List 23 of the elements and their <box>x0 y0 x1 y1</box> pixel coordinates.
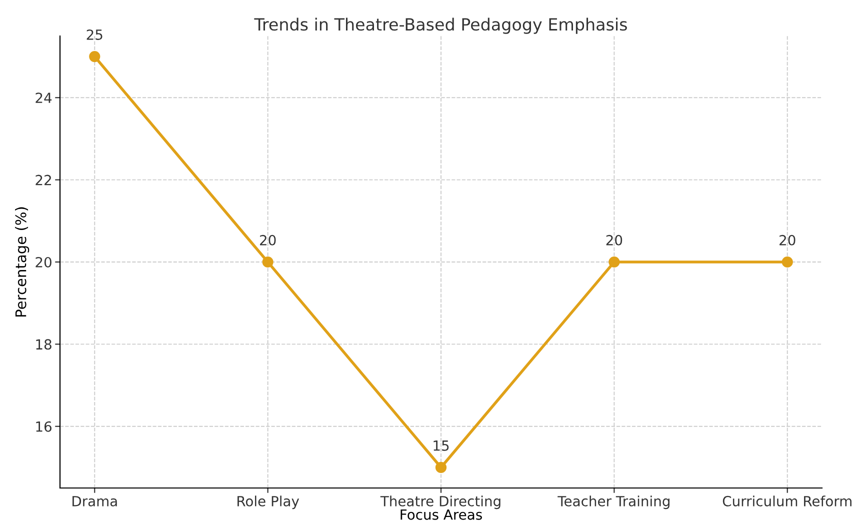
y-tick-label: 24 <box>36 92 52 103</box>
y-axis-title: Percentage (%) <box>15 207 30 317</box>
x-axis-title: Focus Areas <box>400 510 482 520</box>
data-label: 25 <box>86 29 102 40</box>
point <box>435 462 447 474</box>
point <box>89 50 100 62</box>
x-tick-label: Teacher Training <box>558 496 670 510</box>
y-tick-label: 20 <box>36 256 52 268</box>
chart-title: Trends in Theatre-Based Pedagogy Emphasis <box>254 18 627 34</box>
data-label: 15 <box>434 440 449 451</box>
data-label: 20 <box>260 234 276 246</box>
point <box>782 256 793 268</box>
data-label: 20 <box>780 234 796 246</box>
point <box>608 256 620 268</box>
y-tick-label: 22 <box>36 174 51 186</box>
x-tick-label: Role Play <box>238 496 300 510</box>
x-tick-label: Drama <box>72 496 117 506</box>
y-tick-label: 16 <box>36 421 52 432</box>
x-tick-label: Theatre Directing <box>380 496 500 510</box>
x-tick-label: Curriculum Reform <box>722 496 852 506</box>
data-label: 20 <box>606 234 622 246</box>
point <box>262 256 274 268</box>
y-tick-label: 18 <box>36 339 52 350</box>
